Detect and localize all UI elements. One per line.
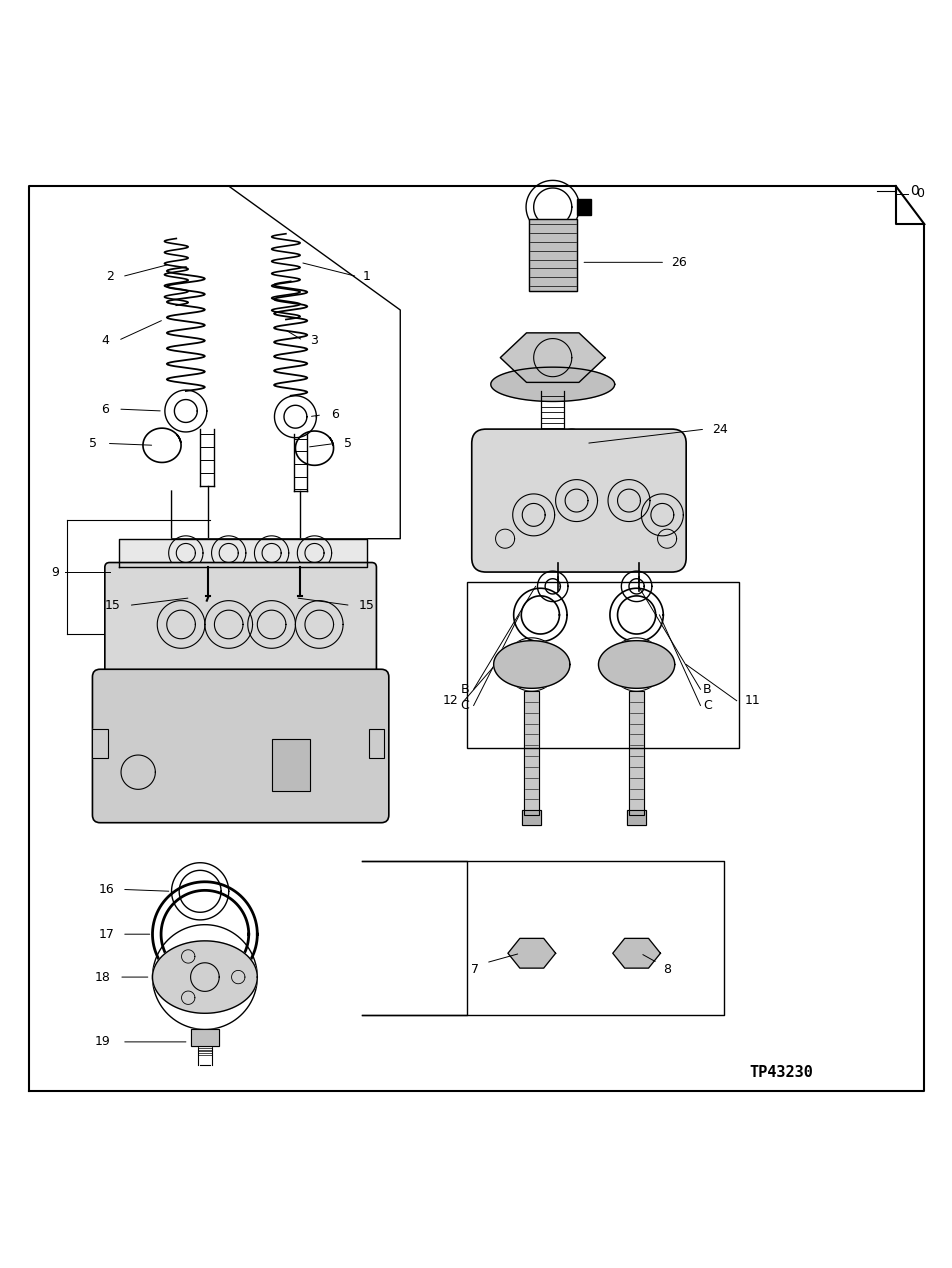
Text: 4: 4	[101, 333, 109, 347]
Bar	[271, 739, 309, 791]
Text: 16: 16	[99, 883, 114, 896]
Text: B: B	[460, 682, 469, 696]
FancyBboxPatch shape	[105, 563, 376, 686]
Bar	[271, 739, 309, 791]
Text: C: C	[460, 699, 469, 711]
Polygon shape	[490, 368, 614, 402]
Text: 11: 11	[744, 694, 760, 708]
FancyBboxPatch shape	[92, 670, 388, 823]
Polygon shape	[119, 539, 367, 567]
Text: 8: 8	[663, 962, 670, 976]
Text: 1: 1	[363, 270, 370, 283]
Text: 18: 18	[95, 970, 110, 984]
Text: 7: 7	[470, 962, 478, 976]
Polygon shape	[493, 640, 569, 689]
Bar	[528, 219, 576, 290]
Bar	[628, 691, 644, 815]
Bar	[628, 691, 644, 815]
Bar	[626, 810, 645, 824]
Polygon shape	[152, 941, 257, 1013]
Polygon shape	[500, 333, 605, 383]
Polygon shape	[598, 640, 674, 689]
Text: B: B	[702, 682, 711, 696]
Bar	[524, 691, 539, 815]
Polygon shape	[612, 938, 660, 967]
Bar	[524, 691, 539, 815]
Bar	[92, 729, 108, 758]
FancyBboxPatch shape	[471, 429, 685, 572]
Text: 9: 9	[51, 566, 59, 578]
Text: 17: 17	[99, 928, 114, 941]
Text: 15: 15	[359, 598, 374, 612]
Text: 3: 3	[310, 333, 318, 347]
Text: 5: 5	[89, 437, 97, 450]
Bar	[368, 729, 384, 758]
Text: 5: 5	[344, 437, 351, 450]
Bar	[528, 219, 576, 290]
Text: 26: 26	[670, 256, 685, 269]
Text: 24: 24	[711, 422, 726, 436]
Bar	[626, 810, 645, 824]
Bar	[368, 729, 384, 758]
Text: C: C	[702, 699, 711, 711]
Text: 15: 15	[105, 598, 120, 612]
Text: 0: 0	[915, 188, 922, 200]
Text: 0: 0	[909, 184, 919, 198]
Bar	[576, 199, 590, 214]
Bar	[466, 582, 738, 748]
Polygon shape	[507, 938, 555, 967]
Text: 19: 19	[95, 1036, 110, 1049]
Text: 6: 6	[101, 403, 109, 416]
Bar	[190, 1028, 219, 1046]
Bar	[92, 729, 108, 758]
Bar	[522, 810, 541, 824]
Bar	[190, 1028, 219, 1046]
Bar	[522, 810, 541, 824]
Text: 12: 12	[443, 694, 458, 708]
Text: 2: 2	[106, 270, 113, 283]
Text: 6: 6	[331, 408, 339, 421]
Text: TP43230: TP43230	[748, 1065, 813, 1080]
